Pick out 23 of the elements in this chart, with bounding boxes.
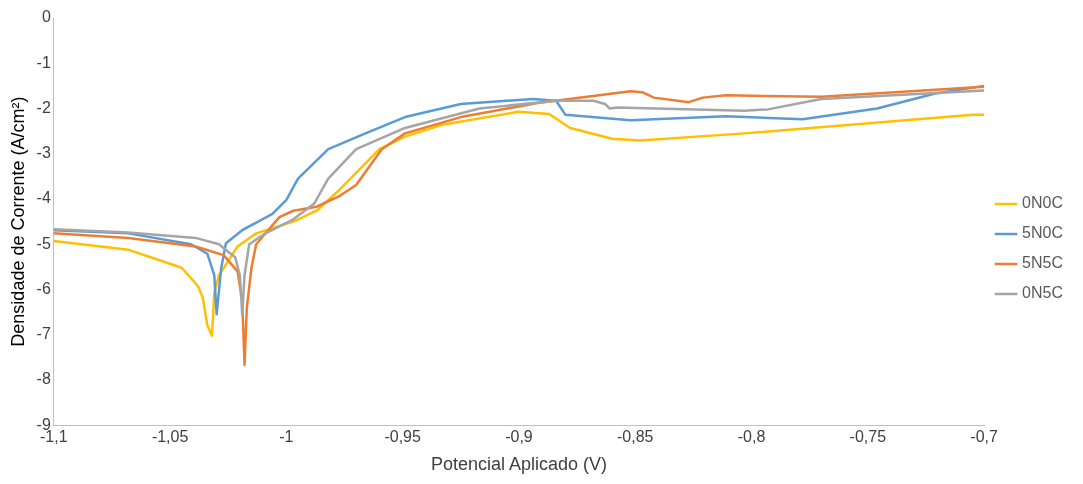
x-axis-title: Potencial Aplicado (V)	[430, 454, 608, 475]
legend-label: 5N5C	[1022, 254, 1063, 272]
y-tick-label: -4	[36, 189, 51, 207]
x-tick-label: -1	[279, 428, 294, 446]
y-tick-label: 0	[41, 8, 51, 26]
y-tick-label: -5	[36, 234, 51, 252]
y-axis-title: Densidade de Corrente (A/cm²)	[7, 96, 28, 347]
x-tick-label: -0,75	[849, 428, 887, 446]
legend-label: 0N0C	[1022, 194, 1063, 212]
x-tick-label: -0,8	[737, 428, 766, 446]
y-tick-label: -8	[36, 370, 51, 388]
x-tick-label: -0,95	[384, 428, 422, 446]
x-tick-label: -1,05	[151, 428, 189, 446]
y-tick-label: -2	[36, 98, 51, 116]
y-tick-label: -3	[36, 144, 51, 162]
legend-label: 0N5C	[1022, 284, 1063, 302]
x-tick-label: -0,9	[505, 428, 533, 446]
legend-label: 5N0C	[1022, 224, 1063, 242]
y-tick-label: -6	[36, 279, 51, 297]
x-tick-label: -0,85	[617, 428, 654, 446]
y-tick-label: -7	[36, 325, 51, 343]
y-tick-label: -1	[36, 53, 51, 71]
x-tick-label: -0,7	[970, 428, 998, 446]
